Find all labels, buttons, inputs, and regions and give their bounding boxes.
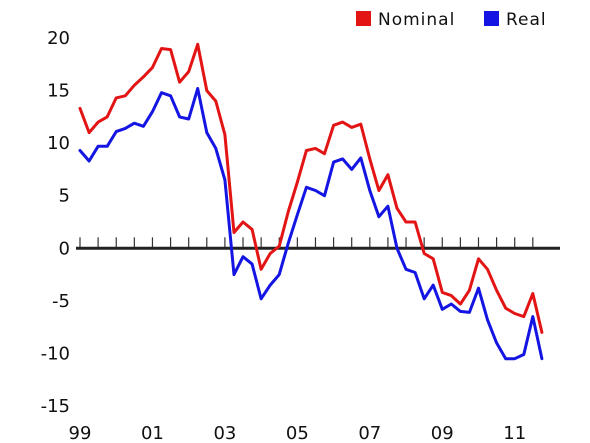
y-tick-label: 15 — [47, 81, 70, 102]
series-line-real — [78, 87, 544, 361]
y-tick-label: -5 — [52, 291, 70, 312]
x-tick-label: 01 — [141, 423, 164, 443]
y-tick-label: 20 — [47, 28, 70, 49]
legend-label-nominal: Nominal — [378, 10, 455, 30]
legend-swatch-real — [484, 11, 499, 26]
legend: Nominal Real — [356, 10, 547, 30]
x-tick-label: 03 — [213, 423, 236, 443]
x-tick-label: 11 — [503, 423, 526, 443]
y-tick-label: 0 — [59, 238, 70, 259]
x-axis-tick-labels: 99 01 03 05 07 09 11 — [69, 423, 527, 443]
y-tick-label: -15 — [41, 396, 70, 417]
x-tick-label: 07 — [358, 423, 381, 443]
legend-swatch-nominal — [356, 11, 371, 26]
x-minor-ticks — [79, 237, 534, 249]
x-tick-label: 05 — [286, 423, 309, 443]
y-tick-label: 10 — [47, 133, 70, 154]
y-axis-tick-labels: 20 15 10 5 0 -5 -10 -15 — [41, 28, 70, 417]
y-tick-label: 5 — [59, 186, 70, 207]
x-tick-label: 99 — [69, 423, 92, 443]
legend-label-real: Real — [506, 10, 547, 30]
y-tick-label: -10 — [41, 343, 70, 364]
series-line-nominal — [78, 42, 544, 334]
x-tick-label: 09 — [431, 423, 454, 443]
series-lines — [78, 42, 544, 361]
